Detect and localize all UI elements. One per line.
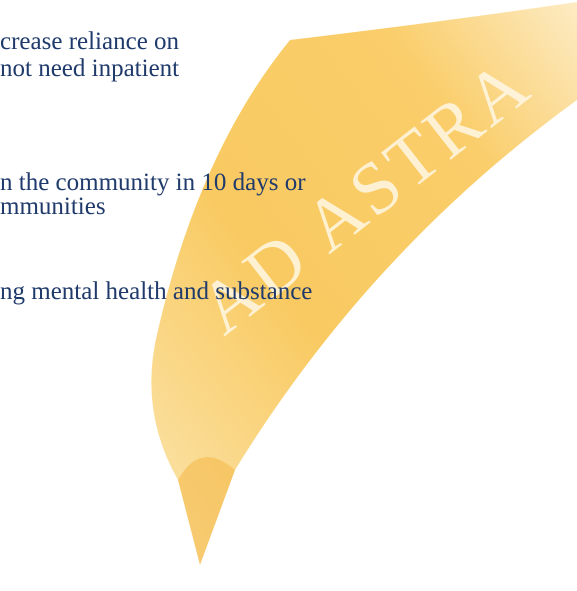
- text-line: mmunities: [0, 193, 106, 220]
- text-line: ng mental health and substance: [0, 278, 312, 305]
- document-page: AD ASTRA crease reliance on not need inp…: [0, 0, 577, 591]
- text-line: n the community in 10 days or: [0, 169, 306, 196]
- text-line: not need inpatient: [0, 55, 179, 82]
- text-line: crease reliance on: [0, 28, 180, 55]
- slide-canvas: AD ASTRA crease reliance on not need inp…: [0, 0, 577, 591]
- ribbon-fold: [178, 457, 235, 565]
